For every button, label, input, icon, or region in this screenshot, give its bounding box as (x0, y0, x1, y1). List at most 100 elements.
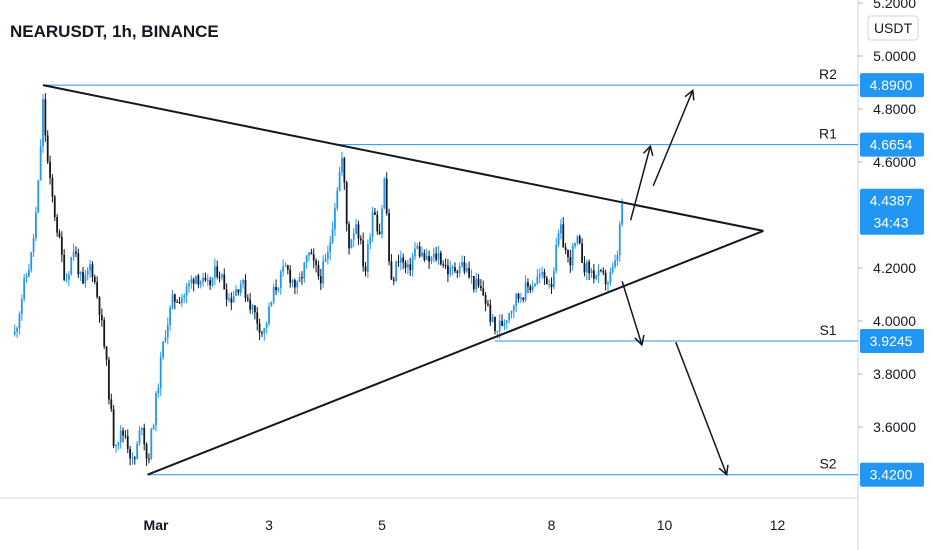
candle-body (58, 232, 61, 237)
candle-body (348, 224, 350, 249)
projection-arrow-shaft[interactable] (652, 90, 694, 187)
price-tags-layer: 4.8900 4.6654 3.9245 3.4200 4.4387 34:43 (860, 73, 924, 487)
candle-body (317, 264, 320, 277)
candle-body (329, 242, 332, 253)
candle-body (595, 275, 598, 279)
candle-body (421, 252, 423, 257)
candle-body (609, 271, 612, 283)
candle-body (484, 295, 487, 304)
candle-body (145, 444, 148, 459)
candle-body (364, 266, 367, 272)
level-price-tag-r2[interactable] (860, 73, 924, 98)
plot-area[interactable] (0, 0, 858, 498)
candle-body (538, 274, 541, 277)
candle-body (489, 304, 492, 322)
candle-body (534, 283, 536, 287)
candle-body (310, 252, 313, 255)
candle-body (228, 298, 230, 300)
time-tick-label: Mar (144, 517, 169, 533)
candle-body (592, 270, 595, 279)
candle-body (491, 316, 494, 322)
candle-body (385, 178, 388, 214)
level-name-r2: R2 (819, 66, 837, 82)
candle-body (270, 301, 273, 307)
candle-body (246, 298, 249, 300)
candle-body (206, 280, 209, 282)
candle-body (341, 158, 343, 173)
candle-body (216, 266, 219, 277)
candle-body (204, 277, 207, 281)
candle-body (611, 266, 614, 272)
candle-body (562, 224, 565, 248)
candle-body (124, 435, 127, 437)
candle-body (343, 158, 346, 183)
candle-body (576, 236, 579, 243)
candle-body (432, 253, 435, 258)
candle-body (550, 283, 553, 288)
candles-layer (13, 93, 624, 466)
projection-arrow-shaft[interactable] (675, 341, 728, 475)
candle-body (199, 282, 202, 285)
candle-body (263, 327, 266, 334)
candle-body (326, 252, 329, 259)
price-tick-label: 4.8000 (873, 101, 916, 117)
candle-body (590, 270, 593, 274)
candle-body (98, 296, 101, 316)
candle-body (42, 99, 44, 147)
candle-body (103, 319, 106, 347)
candle-body (359, 238, 362, 241)
level-price-tag-r1[interactable] (860, 132, 924, 157)
candle-body (308, 252, 310, 256)
triangle-lower-trendline[interactable] (147, 229, 764, 476)
projection-arrow-head (718, 464, 729, 477)
candle-body (279, 271, 282, 289)
projection-arrow-shaft[interactable] (621, 281, 643, 346)
chart-title: NEARUSDT, 1h, BINANCE (10, 22, 219, 41)
price-tick-label: 3.6000 (873, 419, 916, 435)
price-tick-label: 4.6000 (873, 154, 916, 170)
candle-body (531, 286, 534, 291)
candle-body (291, 280, 294, 283)
candle-body (185, 286, 188, 296)
candle-body (63, 254, 66, 280)
candle-body (437, 252, 440, 260)
candle-body (381, 208, 383, 235)
candle-body (289, 269, 292, 283)
candle-body (388, 213, 390, 262)
level-price-tag-s2[interactable] (860, 462, 924, 487)
candle-body (338, 172, 341, 191)
level-price-tag-text: 4.8900 (870, 77, 913, 93)
candle-body (115, 445, 117, 447)
level-name-s2: S2 (819, 456, 836, 472)
candle-body (548, 283, 551, 285)
candle-body (197, 275, 200, 285)
candle-body (119, 430, 122, 443)
candle-body (569, 257, 572, 266)
candle-body (70, 257, 73, 275)
level-name-r1: R1 (819, 126, 837, 142)
candle-body (100, 315, 103, 320)
candle-body (213, 266, 216, 278)
level-price-tag-s1[interactable] (860, 329, 924, 354)
current-price-value: 4.4387 (870, 193, 913, 209)
candle-body (334, 208, 336, 230)
candle-body (157, 388, 160, 394)
candle-body (25, 276, 28, 279)
candle-body (202, 277, 204, 283)
candle-body (46, 135, 49, 162)
candle-body (461, 262, 463, 267)
candle-body (578, 236, 581, 244)
current-price-tag[interactable] (860, 188, 924, 235)
candle-body (150, 429, 153, 459)
candle-body (416, 246, 419, 249)
candle-body (89, 264, 91, 271)
candle-body (105, 346, 108, 360)
candle-body (604, 272, 607, 285)
level-price-tag-text: 3.4200 (870, 467, 913, 483)
triangle-upper-trendline[interactable] (42, 84, 764, 232)
level-price-tag-text: 4.6654 (870, 137, 913, 153)
candle-body (512, 306, 515, 311)
currency-badge[interactable] (867, 15, 919, 41)
projection-arrow-shaft[interactable] (629, 145, 652, 221)
